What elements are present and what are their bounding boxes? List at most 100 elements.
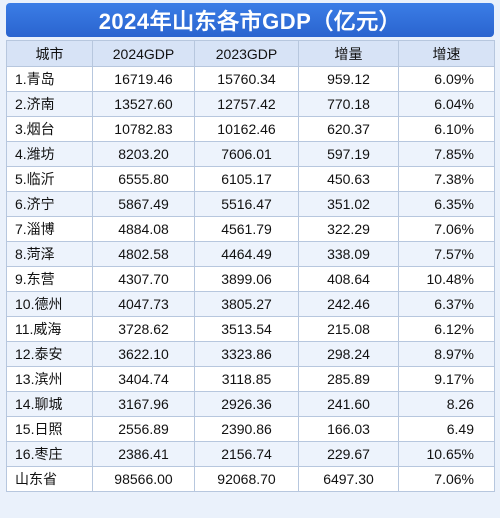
gdp-2023-cell: 4561.79 [194, 216, 299, 242]
gdp-2023-cell: 2926.36 [194, 391, 299, 417]
header-gdp-2024: 2024GDP [92, 40, 195, 67]
city-cell: 5.临沂 [6, 166, 93, 192]
gdp-2023-cell: 2390.86 [194, 416, 299, 442]
table-row: 10.德州 4047.73 3805.27 242.46 6.37% [6, 291, 495, 317]
rate-cell: 6.09% [398, 66, 495, 92]
city-cell: 1.青岛 [6, 66, 93, 92]
gdp-2023-cell: 5516.47 [194, 191, 299, 217]
increase-cell: 351.02 [298, 191, 399, 217]
city-cell: 14.聊城 [6, 391, 93, 417]
city-cell: 9.东营 [6, 266, 93, 292]
table-row: 1.青岛 16719.46 15760.34 959.12 6.09% [6, 66, 495, 92]
total-rate-cell: 7.06% [398, 466, 495, 492]
gdp-2024-cell: 3728.62 [92, 316, 195, 342]
total-gdp-2023-cell: 92068.70 [194, 466, 299, 492]
gdp-table: 城市 2024GDP 2023GDP 增量 增速 1.青岛 16719.46 157… [6, 40, 495, 492]
increase-cell: 597.19 [298, 141, 399, 167]
gdp-2024-cell: 2556.89 [92, 416, 195, 442]
city-cell: 13.滨州 [6, 366, 93, 392]
increase-cell: 298.24 [298, 341, 399, 367]
gdp-2024-cell: 4307.70 [92, 266, 195, 292]
table-row: 6.济宁 5867.49 5516.47 351.02 6.35% [6, 191, 495, 217]
table-row: 7.淄博 4884.08 4561.79 322.29 7.06% [6, 216, 495, 242]
gdp-2023-cell: 12757.42 [194, 91, 299, 117]
gdp-2023-cell: 3899.06 [194, 266, 299, 292]
rate-cell: 10.65% [398, 441, 495, 467]
city-cell: 3.烟台 [6, 116, 93, 142]
gdp-2023-cell: 15760.34 [194, 66, 299, 92]
table-header-row: 城市 2024GDP 2023GDP 增量 增速 [6, 40, 495, 67]
rate-cell: 7.06% [398, 216, 495, 242]
total-city-cell: 山东省 [6, 466, 93, 492]
city-cell: 7.淄博 [6, 216, 93, 242]
table-body: 1.青岛 16719.46 15760.34 959.12 6.09% 2.济南 13527… [6, 66, 495, 492]
gdp-2023-cell: 7606.01 [194, 141, 299, 167]
table-row: 3.烟台 10782.83 10162.46 620.37 6.10% [6, 116, 495, 142]
increase-cell: 241.60 [298, 391, 399, 417]
rate-cell: 7.57% [398, 241, 495, 267]
rate-cell: 10.48% [398, 266, 495, 292]
table-row: 15.日照 2556.89 2390.86 166.03 6.49 [6, 416, 495, 442]
rate-cell: 6.49 [398, 416, 495, 442]
gdp-2023-cell: 2156.74 [194, 441, 299, 467]
table-row: 11.威海 3728.62 3513.54 215.08 6.12% [6, 316, 495, 342]
gdp-2023-cell: 3118.85 [194, 366, 299, 392]
table-row: 5.临沂 6555.80 6105.17 450.63 7.38% [6, 166, 495, 192]
increase-cell: 770.18 [298, 91, 399, 117]
gdp-2024-cell: 4047.73 [92, 291, 195, 317]
table-row: 9.东营 4307.70 3899.06 408.64 10.48% [6, 266, 495, 292]
increase-cell: 285.89 [298, 366, 399, 392]
increase-cell: 620.37 [298, 116, 399, 142]
rate-cell: 6.04% [398, 91, 495, 117]
gdp-2023-cell: 10162.46 [194, 116, 299, 142]
increase-cell: 215.08 [298, 316, 399, 342]
gdp-2024-cell: 13527.60 [92, 91, 195, 117]
table-row: 14.聊城 3167.96 2926.36 241.60 8.26 [6, 391, 495, 417]
gdp-2023-cell: 6105.17 [194, 166, 299, 192]
total-row: 山东省 98566.00 92068.70 6497.30 7.06% [6, 466, 495, 492]
page-title: 2024年山东各市GDP（亿元） [6, 3, 494, 37]
gdp-2024-cell: 8203.20 [92, 141, 195, 167]
rate-cell: 7.38% [398, 166, 495, 192]
increase-cell: 322.29 [298, 216, 399, 242]
rate-cell: 8.26 [398, 391, 495, 417]
increase-cell: 166.03 [298, 416, 399, 442]
rate-cell: 9.17% [398, 366, 495, 392]
gdp-2024-cell: 4802.58 [92, 241, 195, 267]
rate-cell: 6.35% [398, 191, 495, 217]
city-cell: 2.济南 [6, 91, 93, 117]
gdp-2024-cell: 4884.08 [92, 216, 195, 242]
rate-cell: 6.12% [398, 316, 495, 342]
rate-cell: 7.85% [398, 141, 495, 167]
gdp-2024-cell: 16719.46 [92, 66, 195, 92]
table-row: 13.滨州 3404.74 3118.85 285.89 9.17% [6, 366, 495, 392]
city-cell: 4.潍坊 [6, 141, 93, 167]
header-city: 城市 [6, 40, 93, 67]
gdp-2023-cell: 4464.49 [194, 241, 299, 267]
increase-cell: 338.09 [298, 241, 399, 267]
rate-cell: 6.10% [398, 116, 495, 142]
city-cell: 11.威海 [6, 316, 93, 342]
header-gdp-2023: 2023GDP [194, 40, 299, 67]
city-cell: 12.泰安 [6, 341, 93, 367]
gdp-2024-cell: 6555.80 [92, 166, 195, 192]
increase-cell: 229.67 [298, 441, 399, 467]
gdp-2024-cell: 3622.10 [92, 341, 195, 367]
gdp-2023-cell: 3513.54 [194, 316, 299, 342]
gdp-2024-cell: 5867.49 [92, 191, 195, 217]
header-increase: 增量 [298, 40, 399, 67]
gdp-2023-cell: 3805.27 [194, 291, 299, 317]
total-increase-cell: 6497.30 [298, 466, 399, 492]
header-growth-rate: 增速 [398, 40, 495, 67]
table-row: 2.济南 13527.60 12757.42 770.18 6.04% [6, 91, 495, 117]
table-row: 4.潍坊 8203.20 7606.01 597.19 7.85% [6, 141, 495, 167]
city-cell: 16.枣庄 [6, 441, 93, 467]
gdp-2024-cell: 3404.74 [92, 366, 195, 392]
city-cell: 10.德州 [6, 291, 93, 317]
city-cell: 8.菏泽 [6, 241, 93, 267]
city-cell: 15.日照 [6, 416, 93, 442]
total-gdp-2024-cell: 98566.00 [92, 466, 195, 492]
gdp-2023-cell: 3323.86 [194, 341, 299, 367]
increase-cell: 450.63 [298, 166, 399, 192]
